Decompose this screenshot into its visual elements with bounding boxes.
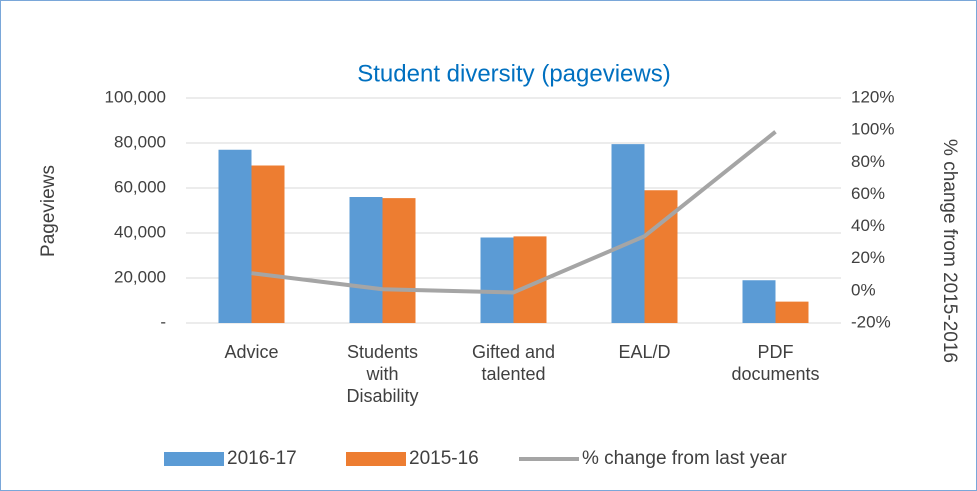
bar	[480, 237, 514, 323]
y2-tick-label: 80%	[851, 152, 885, 171]
legend-swatch	[164, 452, 224, 466]
y-tick-label: 60,000	[114, 177, 166, 196]
y2-tick-label: 60%	[851, 184, 885, 203]
y-tick-label: -	[160, 312, 166, 331]
x-tick-label: PDF documents	[731, 342, 820, 384]
bar	[251, 165, 285, 323]
y2-tick-label: 0%	[851, 280, 876, 299]
x-tick-label: EAL/D	[618, 342, 671, 362]
legend-label: 2016-17	[227, 448, 297, 469]
line	[251, 130, 777, 295]
y2-tick-label: -20%	[851, 312, 891, 331]
bar	[644, 190, 678, 323]
y2-tick-label: 100%	[851, 120, 894, 139]
bar	[349, 197, 383, 323]
x-tick-label: Gifted and talented	[471, 342, 556, 384]
bar	[775, 301, 809, 323]
chart-title: Student diversity (pageviews)	[357, 60, 670, 87]
legend-label: 2015-16	[409, 448, 479, 469]
y2-tick-label: 40%	[851, 216, 885, 235]
legend-label: % change from last year	[582, 448, 788, 469]
bar	[218, 149, 252, 323]
y-tick-label: 80,000	[114, 132, 166, 151]
y2-tick-label: 20%	[851, 248, 885, 267]
y-tick-label: 40,000	[114, 222, 166, 241]
y-axis-label: Pageviews	[38, 165, 59, 257]
y-tick-label: 100,000	[105, 87, 166, 106]
x-tick-label: Students with Disability	[346, 342, 419, 406]
x-tick-label: Advice	[224, 342, 279, 362]
y2-axis-label: % change from 2015-2016	[939, 139, 960, 363]
y-tick-label: 20,000	[114, 267, 166, 286]
y2-tick-label: 120%	[851, 87, 894, 106]
bar	[742, 280, 776, 323]
bar	[611, 144, 645, 323]
legend-swatch	[346, 452, 406, 466]
bar	[382, 198, 416, 323]
